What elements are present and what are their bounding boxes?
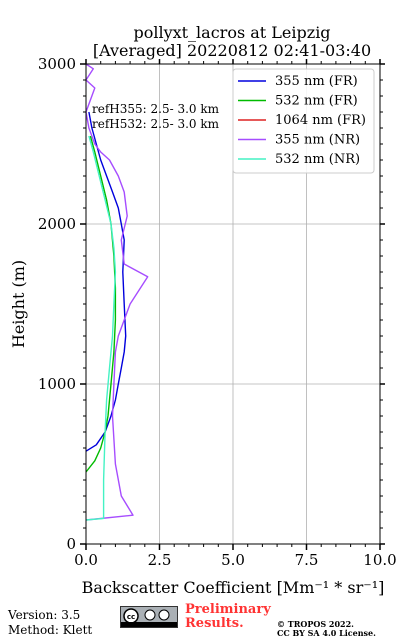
x-tick-label: 0.0 [74,551,98,569]
legend-label-3: 355 nm (NR) [275,133,360,148]
chart-title-line2: [Averaged] 20220812 02:41-03:40 [92,41,372,60]
x-tick-label: 5.0 [221,551,245,569]
x-tick-label: 2.5 [148,551,172,569]
series-line-3 [85,63,149,521]
copyright-line1: © TROPOS 2022. [277,619,354,629]
method-text: Method: Klett [8,623,93,637]
copyright-note: © TROPOS 2022. CC BY SA 4.0 License. [277,620,376,638]
series-line-4 [85,135,117,521]
y-tick-label: 3000 [38,55,76,73]
annotation-refh355: refH355: 2.5- 3.0 km [92,102,220,116]
series-line-0 [85,111,127,452]
preliminary-line2: Results. [185,616,244,631]
legend-label-2: 1064 nm (FR) [275,113,366,128]
y-tick-label: 2000 [38,215,76,233]
x-axis-label: Backscatter Coefficient [Mm⁻¹ * sr⁻¹] [82,578,385,597]
ticks: 0.0 2.5 5.0 7.5 10.0 0 1000 2000 3000 [38,55,397,569]
x-tick-label: 7.5 [295,551,319,569]
svg-text:cc: cc [127,613,135,621]
legend-label-4: 532 nm (NR) [275,152,360,167]
copyright-line2: CC BY SA 4.0 License. [277,628,376,638]
x-tick-label: 10.0 [363,551,396,569]
chart-title-line1: pollyxt_lacros at Leipzig [133,23,331,42]
legend-label-1: 532 nm (FR) [275,94,358,109]
legend-label-0: 355 nm (FR) [275,74,358,89]
legend-box [232,68,375,174]
y-tick-label: 0 [66,535,76,553]
version-text: Version: 3.5 [8,608,81,622]
series-line-1 [85,135,117,473]
series-lines [85,63,149,521]
y-axis-label: Height (m) [9,260,28,348]
annotation-refh532: refH532: 2.5- 3.0 km [92,117,220,131]
cc-license-icon: cc [120,606,178,628]
legend: 355 nm (FR) 532 nm (FR) 1064 nm (FR) 355 nm… [232,68,375,174]
y-tick-label: 1000 [38,375,76,393]
preliminary-results-note: Preliminary Results. [185,603,271,631]
preliminary-line1: Preliminary [185,602,271,617]
